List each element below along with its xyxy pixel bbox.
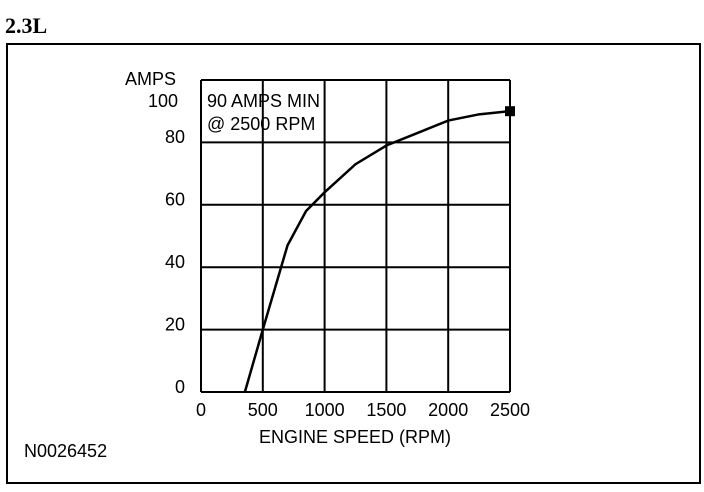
x-tick-label: 500 [248,400,278,420]
x-tick-label: 0 [196,400,206,420]
figure-id: N0026452 [24,441,107,461]
line-series [243,109,511,393]
end-marker [505,106,515,117]
y-tick-label: 20 [165,314,185,334]
y-tick-label: 0 [175,377,185,397]
y-axis-label: AMPS [125,69,176,89]
x-tick-label: 2500 [490,400,530,420]
y-tick-label: 40 [165,252,185,272]
annotation: @ 2500 RPM [207,114,315,134]
y-tick-label: 100 [148,91,178,111]
y-tick-label: 60 [165,190,185,210]
x-tick-label: 1000 [305,400,345,420]
y-tick-label: 80 [165,127,185,147]
chart-title: 2.3L [5,13,47,38]
x-tick-label: 2000 [428,400,468,420]
x-tick-label: 1500 [366,400,406,420]
x-axis-label: ENGINE SPEED (RPM) [259,427,451,447]
frame [6,43,701,484]
